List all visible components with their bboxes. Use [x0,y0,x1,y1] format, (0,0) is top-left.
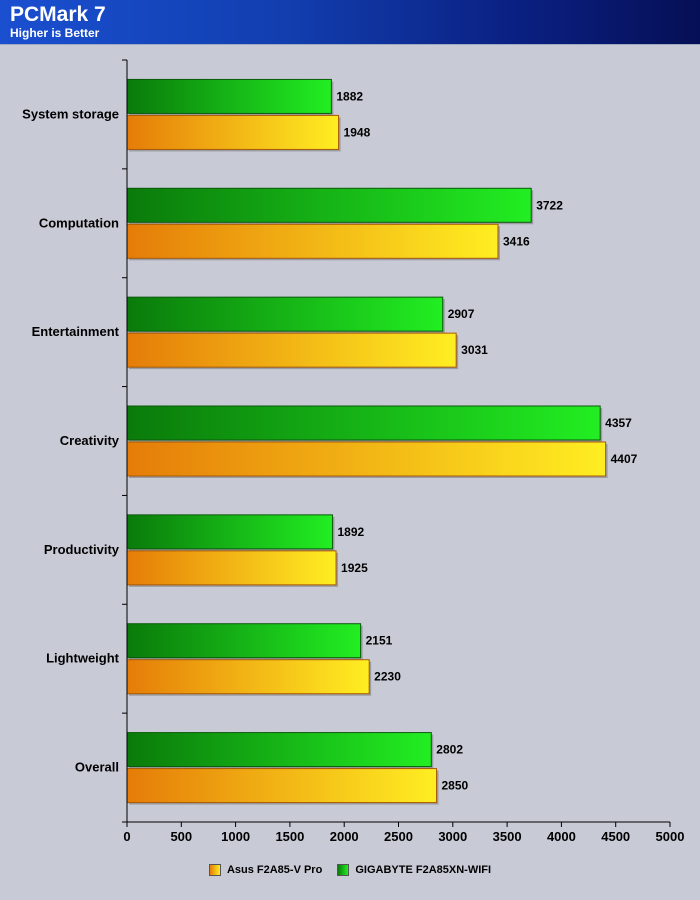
value-label-gigabyte: 4357 [605,416,632,430]
category-label: Lightweight [46,651,120,666]
bars-group: 1882 1948 3722 3416 2907 3031 4357 4407 1892 1925… [126,78,638,805]
x-tick-label: 3000 [438,829,467,844]
legend-label-asus: Asus F2A85-V Pro [226,864,323,876]
chart-header: PCMark 7 Higher is Better [0,0,700,45]
chart-title: PCMark 7 [10,3,106,26]
chart-subtitle: Higher is Better [10,26,100,40]
bar-asus [126,659,370,695]
value-label-asus: 1948 [344,125,371,139]
value-label-asus: 1925 [341,561,368,575]
bar-asus [126,441,607,477]
value-label-gigabyte: 2151 [366,634,393,648]
value-label-asus: 3416 [503,234,530,248]
category-label: Creativity [60,433,120,448]
value-label-asus: 2850 [442,779,469,793]
x-tick-label: 2000 [330,829,359,844]
legend-swatch-gigabyte [337,864,350,876]
bar-asus [126,223,499,259]
bar-gigabyte [126,623,362,659]
legend-label-gigabyte: GIGABYTE F2A85XN-WIFI [355,864,492,876]
bar-gigabyte [126,405,601,441]
value-label-asus: 2230 [374,670,401,684]
x-tick-label: 4000 [547,829,576,844]
category-label: Computation [39,215,119,230]
bar-gigabyte [126,296,444,332]
value-label-asus: 4407 [611,452,638,466]
bar-asus [126,550,337,586]
legend-swatch-asus [208,864,221,876]
category-label: Productivity [44,542,120,557]
category-label: System storage [22,106,119,121]
bar-gigabyte [126,732,432,768]
bar-asus [126,114,340,150]
bar-gigabyte [126,514,333,550]
value-label-gigabyte: 1892 [337,525,364,539]
bar-gigabyte [126,78,332,114]
value-label-gigabyte: 2802 [436,743,463,757]
x-tick-label: 0 [123,829,130,844]
x-tick-label: 5000 [656,829,685,844]
x-tick-label: 1500 [275,829,304,844]
legend-item-asus: Asus F2A85-V Pro [208,864,323,876]
x-tick-label: 500 [170,829,192,844]
legend-item-gigabyte: GIGABYTE F2A85XN-WIFI [337,864,491,876]
legend: Asus F2A85-V Pro GIGABYTE F2A85XN-WIFI [0,864,700,879]
category-label: Entertainment [32,324,120,339]
bar-asus [126,768,438,804]
x-tick-label: 4500 [601,829,630,844]
value-label-gigabyte: 2907 [448,307,475,321]
x-tick-label: 2500 [384,829,413,844]
x-tick-label: 3500 [493,829,522,844]
value-label-gigabyte: 3722 [536,198,563,212]
value-label-gigabyte: 1882 [336,89,363,103]
axes-group: System storage Computation Entertainment Cr… [22,59,685,844]
value-label-asus: 3031 [461,343,488,357]
bar-gigabyte [126,187,532,223]
x-tick-label: 1000 [221,829,250,844]
category-label: Overall [75,760,119,775]
bar-asus [126,332,457,368]
